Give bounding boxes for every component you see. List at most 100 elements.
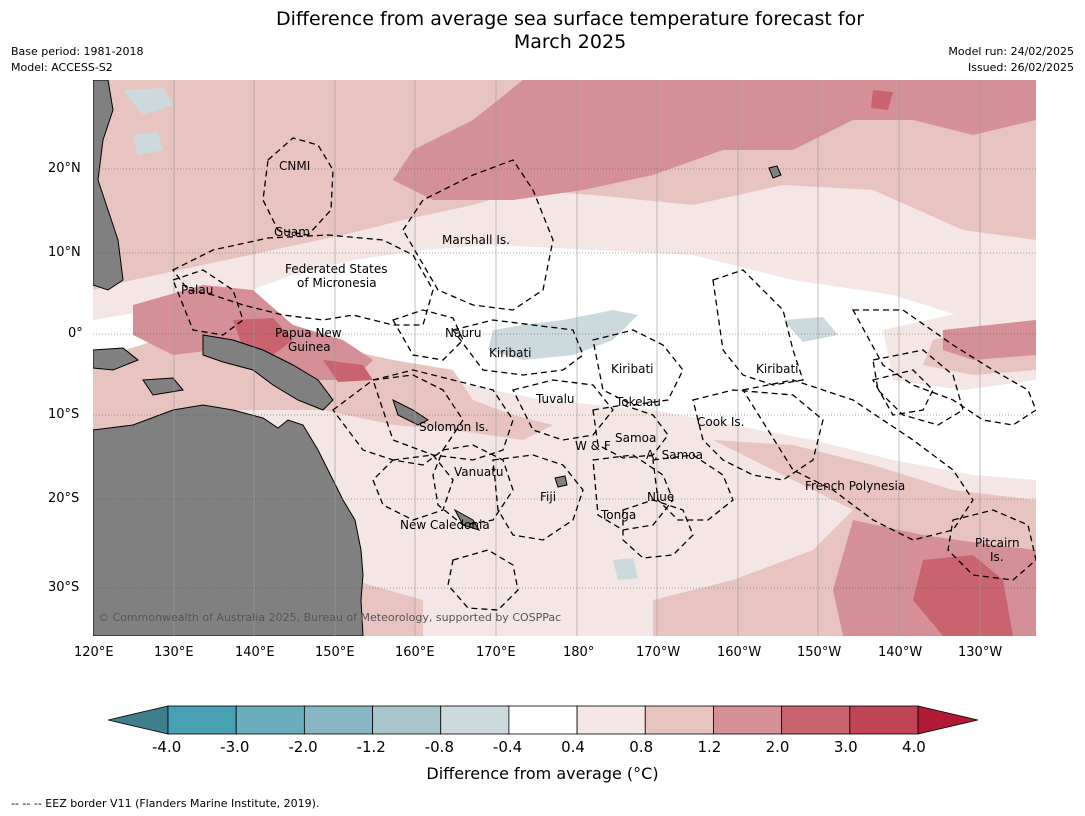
colorbar-segment [303, 705, 373, 735]
colorbar-tick-label: 2.0 [765, 738, 790, 756]
fiji-land [554, 475, 568, 488]
seram-land [142, 377, 184, 396]
colorbar-segment [849, 705, 919, 735]
land-masses [93, 80, 782, 636]
label-new-caledonia: New Caledonia [400, 518, 490, 532]
map-panel[interactable]: CNMI Guam Marshall Is. Federated States … [93, 80, 1036, 636]
label-cnmi: CNMI [279, 159, 310, 173]
lat-tick-10n: 10°N [48, 245, 81, 260]
new-guinea-land [202, 334, 334, 411]
label-png-1: Papua New [275, 326, 342, 340]
new-caledonia-land [453, 508, 481, 531]
colorbar-segment [508, 705, 578, 735]
colorbar-segment [781, 705, 851, 735]
colorbar-tick-label: -4.0 [152, 738, 182, 756]
colorbar-segment [440, 705, 510, 735]
colorbar-tick-label: -0.8 [424, 738, 454, 756]
colorbar-tick-label: -2.0 [288, 738, 318, 756]
lon-tick-150w: 150°W [797, 645, 842, 660]
anomaly-band-red [233, 90, 1013, 636]
map-title: Difference from average sea surface temp… [0, 8, 1085, 54]
lat-tick-30s: 30°S [48, 580, 80, 595]
eez-footnote: -- -- -- EEZ border V11 (Flanders Marine… [11, 797, 320, 810]
anomaly-band-light-blue [123, 88, 838, 580]
australia-land [93, 404, 364, 636]
colorbar-tick-label: 1.2 [697, 738, 722, 756]
label-fsm-2: of Micronesia [297, 276, 377, 290]
solomon-land [392, 399, 429, 426]
label-tonga: Tonga [600, 508, 636, 522]
label-guam: Guam [274, 225, 310, 239]
colorbar-segment [372, 705, 442, 735]
base-period: Base period: 1981-2018 [11, 45, 144, 58]
philippines-land [93, 80, 124, 291]
label-samoa: Samoa [615, 431, 656, 445]
label-palau: Palau [181, 283, 213, 297]
label-pitcairn-1: Pitcairn [975, 536, 1020, 550]
colorbar-tick-label: 3.0 [833, 738, 858, 756]
label-cook: Cook Is. [697, 415, 744, 429]
label-tokelau: Tokelau [615, 395, 661, 409]
graticule-lon [173, 80, 981, 636]
lon-tick-170e: 170°E [476, 645, 516, 660]
label-kiribati-west: Kiribati [489, 346, 531, 360]
label-tuvalu: Tuvalu [535, 392, 575, 406]
label-french-polynesia: French Polynesia [805, 479, 905, 493]
title-line-2: March 2025 [513, 31, 627, 53]
colorbar-tick-label: -1.2 [356, 738, 386, 756]
lon-tick-160w: 160°W [717, 645, 762, 660]
meta-right: Model run: 24/02/2025 Issued: 26/02/2025 [948, 44, 1074, 76]
colorbar-graphic [107, 705, 979, 735]
colorbar-segment [576, 705, 646, 735]
label-vanuatu: Vanuatu [454, 465, 504, 479]
title-line-1: Difference from average sea surface temp… [275, 8, 865, 30]
meta-left: Base period: 1981-2018 Model: ACCESS-S2 [11, 44, 143, 76]
label-wf: W & F [575, 439, 611, 453]
colorbar-segment [235, 705, 305, 735]
label-fiji: Fiji [540, 490, 556, 504]
colorbar-segment [167, 705, 237, 735]
label-fsm-1: Federated States [285, 262, 387, 276]
colorbar [107, 705, 979, 735]
label-nauru: Nauru [445, 326, 481, 340]
lat-tick-20n: 20°N [48, 161, 81, 176]
label-kiribati-east: Kiribati [756, 362, 798, 376]
lat-tick-10s: 10°S [48, 407, 80, 422]
lon-tick-180: 180° [563, 645, 595, 660]
colorbar-arrow-high [917, 705, 979, 735]
colorbar-arrow-low [107, 705, 169, 735]
lon-tick-130w: 130°W [958, 645, 1003, 660]
lon-tick-150e: 150°E [315, 645, 355, 660]
colorbar-tick-label: 4.0 [902, 738, 926, 756]
lon-tick-140e: 140°E [235, 645, 275, 660]
map-canvas[interactable]: CNMI Guam Marshall Is. Federated States … [93, 80, 1036, 636]
label-pitcairn-2: Is. [990, 550, 1004, 564]
colorbar-segment [644, 705, 714, 735]
lon-tick-140w: 140°W [878, 645, 923, 660]
label-marshall: Marshall Is. [442, 233, 510, 247]
graticule-lat [93, 168, 1036, 589]
copyright-notice: © Commonwealth of Australia 2025, Bureau… [98, 611, 561, 624]
lon-tick-170w: 170°W [636, 645, 681, 660]
model-name: Model: ACCESS-S2 [11, 61, 113, 74]
colorbar-tick-label: 0.8 [629, 738, 654, 756]
indonesia-land [93, 347, 139, 371]
model-run: Model run: 24/02/2025 [948, 45, 1074, 58]
label-kiribati-central: Kiribati [611, 362, 653, 376]
colorbar-segment [713, 705, 783, 735]
lon-tick-160e: 160°E [395, 645, 435, 660]
lon-tick-120e: 120°E [74, 645, 114, 660]
label-png-2: Guinea [288, 340, 331, 354]
lat-tick-20s: 20°S [48, 491, 80, 506]
eez-borders [172, 137, 1036, 611]
label-solomon: Solomon Is. [419, 420, 489, 434]
issued-date: Issued: 26/02/2025 [967, 61, 1074, 74]
colorbar-tick-label: 0.4 [561, 738, 585, 756]
label-niue: Niue [647, 490, 674, 504]
lon-tick-130e: 130°E [154, 645, 194, 660]
label-asamoa: A. Samoa [646, 448, 703, 462]
colorbar-tick-label: -0.4 [492, 738, 523, 756]
colorbar-title: Difference from average (°C) [426, 764, 659, 783]
colorbar-tick-label: -3.0 [220, 738, 250, 756]
lat-tick-0: 0° [68, 326, 83, 341]
